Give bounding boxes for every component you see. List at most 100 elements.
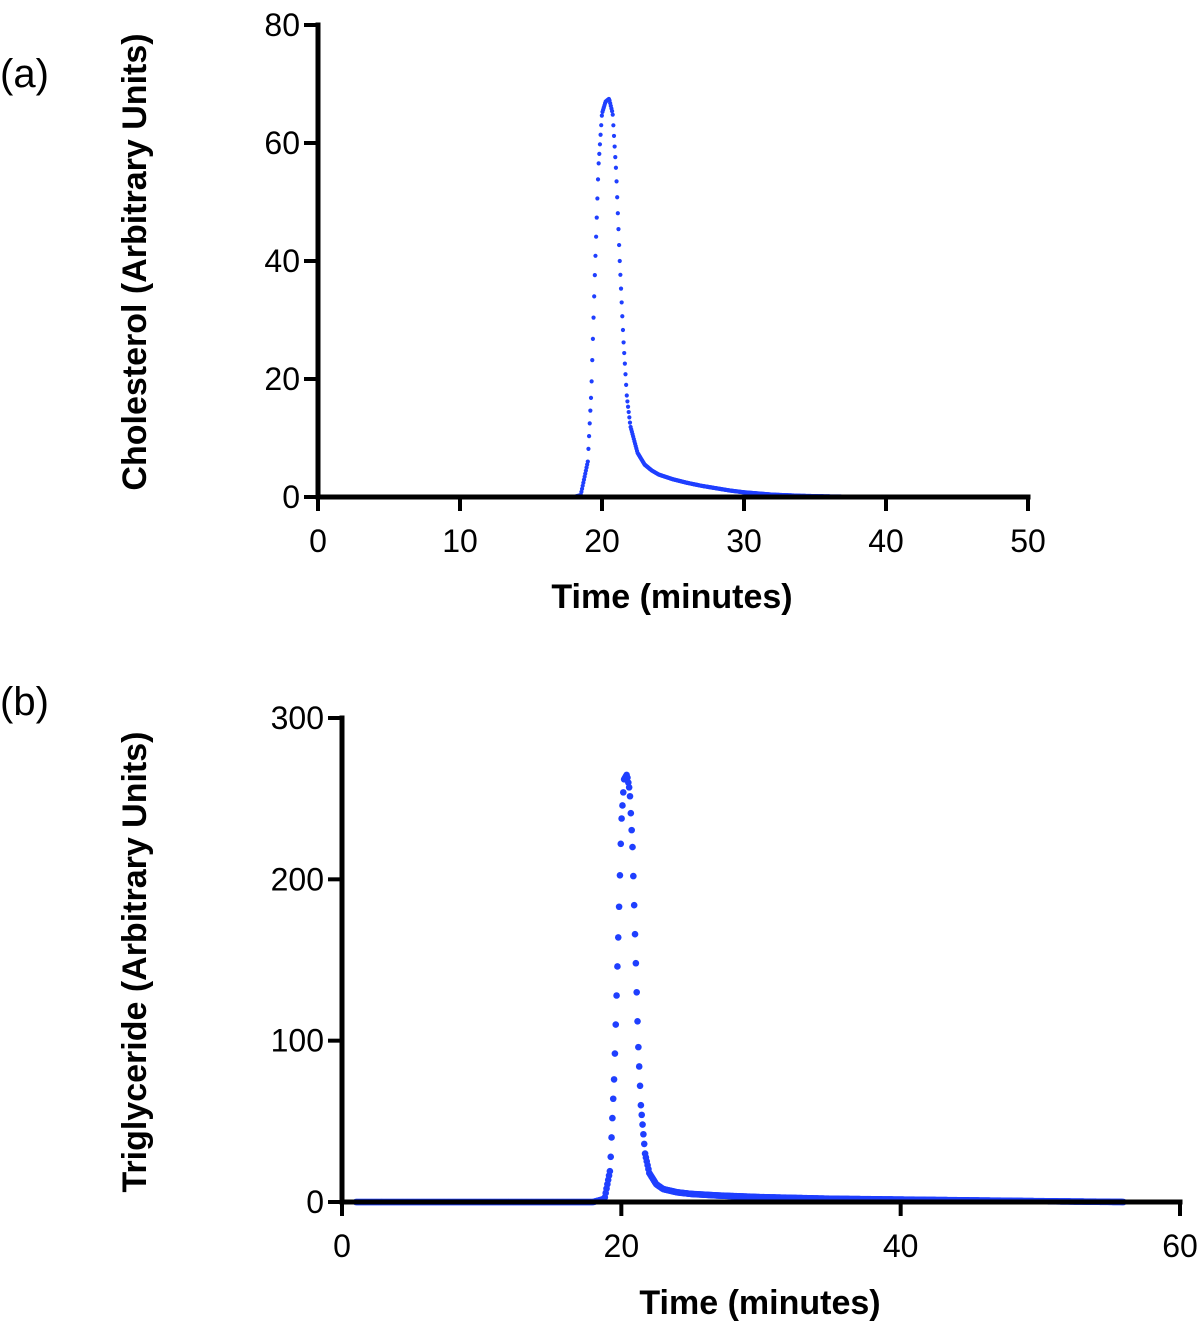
panel-b-y-tick-label: 0 [306,1184,324,1220]
panel-a-points [457,96,902,500]
panel-b-data-point [637,1101,645,1109]
panel-a-data-point [609,109,615,114]
panel-b-x-tick-label: 0 [333,1228,351,1264]
panel-b-data-point [617,840,625,848]
panel-b-data-point [629,843,636,851]
panel-b-data-point [640,1140,648,1148]
panel-a-data-point [592,294,597,299]
panel-label-b: (b) [0,680,49,724]
panel-b-data-point [635,1043,642,1051]
panel-a-data-point [590,358,595,363]
panel-a-data-point [625,399,630,404]
panel-b-data-point [609,1095,617,1103]
panel-a-data-point [626,409,631,415]
panel-a-data-point [627,415,632,420]
panel-b-data-point [613,992,620,999]
panel-a-data-point [594,215,599,220]
panel-b-x-tick-label: 60 [1162,1228,1198,1264]
panel-a-data-point [611,133,617,139]
panel-b-data-point [625,784,633,791]
panel-a-data-point [614,179,619,184]
panel-a-y-axis-title: Cholesterol (Arbitrary Units) [116,33,154,490]
panel-a-data-point [621,340,626,345]
panel-b-data-point [616,872,624,879]
panel-a-data-point [624,382,629,387]
panel-a-data-point [625,404,631,409]
panel-b-y-axis-title: Triglyceride (Arbitrary Units) [116,731,154,1192]
panel-a-data-point [597,142,603,147]
panel-b-data-point [618,815,625,822]
panel-a-x-tick-label: 20 [584,523,620,559]
panel-b-ticks: 0 20 40 60 0 100 200 300 [271,700,1198,1264]
panel-a-data-point [586,434,592,439]
panel-b-x-axis-title: Time (minutes) [639,1284,880,1322]
panel-a-x-tick-label: 50 [1010,523,1046,559]
panel-a-data-point [595,196,600,201]
panel-b-data-point [632,959,640,967]
panel-a-x-tick-label: 0 [309,523,327,559]
panel-a-data-point [585,459,590,464]
panel-a-axes [315,22,1031,500]
panel-a-y-tick-label: 20 [264,361,300,397]
panel-a-x-tick-label: 10 [442,523,478,559]
panel-b-data-point [627,809,635,817]
panel-a-data-point [617,258,622,264]
panel-a-x-axis-title: Time (minutes) [551,578,792,616]
panel-a-data-point [610,112,615,117]
panel-a-data-point [596,161,601,166]
panel-b-y-tick-label: 100 [271,1023,324,1059]
panel-a-data-point [624,393,629,398]
panel-b-data-point [619,789,627,796]
panel-a-data-point [599,123,604,128]
panel-a-ticks: 0 10 20 30 40 50 0 20 40 60 80 [264,7,1045,559]
panel-a-y-tick-label: 40 [264,243,300,279]
panel-b-x-tick-label: 20 [604,1228,640,1264]
panel-a-data-point [598,132,603,137]
panel-a-data-point [591,315,596,320]
panel-b-x-tick-label: 40 [883,1228,919,1264]
panel-a-data-point [612,144,617,149]
panel-a-data-point [619,300,624,305]
panel-a-data-point [620,314,625,319]
panel-b-data-point [634,1018,641,1025]
panel-b-y-tick-label: 300 [271,700,324,736]
panel-a-data-point [592,273,597,278]
panel-a-data-point [588,408,593,413]
panel-a-data-point [586,446,591,451]
panel-a-x-tick-label: 40 [868,523,904,559]
panel-a-data-point [588,395,594,400]
panel-a-data-point [623,372,628,377]
panel-a-data-point [595,177,601,182]
panel-label-a: (a) [0,52,49,96]
panel-a-data-point [620,327,626,333]
panel-b-data-point [628,826,635,834]
panel-a-data-point [627,420,633,425]
panel-a-data-point [590,336,596,341]
panel-a-data-point [615,195,620,200]
panel-b-data-point [626,792,634,800]
panel-a-data-point [593,253,598,258]
panel-b-data-point [639,1121,646,1128]
panel-b-data-point [614,963,621,970]
panel-b-axes [339,715,1183,1205]
panel-b-data-point [607,1153,615,1161]
panel-a-data-point [589,379,594,384]
panel-b-data-point [630,901,638,909]
panel-b-data-point [612,1021,620,1028]
panel-b-data-point [640,1130,647,1138]
panel-b-data-point [614,934,622,941]
panel-a-x-tick-label: 30 [726,523,762,559]
panel-a-data-point [616,227,621,232]
panel-a-data-point [611,123,616,128]
panel-b-data-point [608,1134,615,1141]
panel-b-data-point [630,872,637,880]
panel-a-data-point [587,421,592,426]
panel-b: (b) 0 20 40 60 0 100 200 300 Time (minutes) Tri… [0,680,1198,1322]
panel-b-data-point [636,1082,644,1090]
panel-b-data-point [635,1063,643,1070]
panel-b-data-point [611,1050,619,1057]
panel-a-data-point [594,234,599,239]
panel-b-data-point [606,1167,614,1175]
